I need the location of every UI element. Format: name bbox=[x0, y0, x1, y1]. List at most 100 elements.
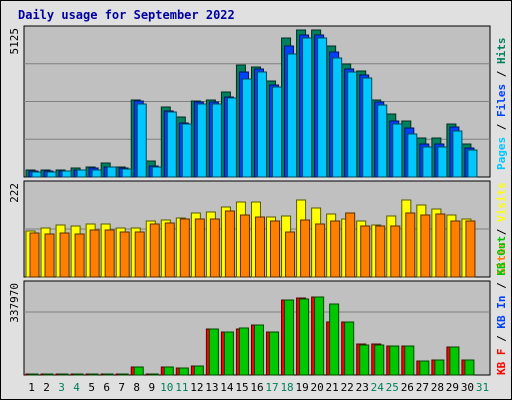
bar-pages-day-21 bbox=[332, 57, 343, 178]
legend-entry: In bbox=[495, 296, 508, 316]
x-tick-label-day-1: 1 bbox=[28, 381, 35, 394]
bar-kb-in-day-24 bbox=[374, 344, 385, 376]
bar-pages-day-19 bbox=[302, 37, 313, 178]
bar-kb-in-day-1 bbox=[28, 373, 39, 376]
bar-pages-day-6 bbox=[106, 166, 117, 178]
bar-pages-day-5 bbox=[91, 169, 102, 178]
bar-pages-day-22 bbox=[347, 71, 358, 178]
x-tick-label-day-17: 17 bbox=[265, 381, 278, 394]
x-tick-label-day-6: 6 bbox=[103, 381, 110, 394]
bar-pages-day-3 bbox=[61, 170, 72, 178]
x-tick-label-day-29: 29 bbox=[446, 381, 459, 394]
bar-pages-day-25 bbox=[392, 123, 403, 178]
bar-kb-in-day-29 bbox=[449, 346, 460, 376]
x-tick-label-day-2: 2 bbox=[43, 381, 50, 394]
x-tick-label-day-18: 18 bbox=[280, 381, 293, 394]
bar-sites-day-20 bbox=[315, 223, 326, 278]
bar-kb-in-day-26 bbox=[404, 345, 415, 376]
bar-pages-day-1 bbox=[31, 171, 42, 178]
x-tick-label-day-22: 22 bbox=[341, 381, 354, 394]
bar-sites-day-6 bbox=[104, 229, 115, 278]
x-tick-label-day-8: 8 bbox=[133, 381, 140, 394]
legend-entry: / bbox=[495, 123, 508, 137]
legend-entry: Visits bbox=[495, 182, 508, 228]
bar-kb-in-day-15 bbox=[238, 327, 249, 376]
bar-sites-day-18 bbox=[285, 231, 296, 278]
bar-sites-day-17 bbox=[270, 220, 281, 278]
bar-sites-day-23 bbox=[360, 225, 371, 278]
panel-3-scale-label: 337970 bbox=[8, 283, 21, 323]
bar-sites-day-1 bbox=[29, 232, 40, 278]
bar-pages-day-8 bbox=[136, 103, 147, 178]
bar-sites-day-13 bbox=[209, 218, 220, 278]
bar-pages-day-14 bbox=[226, 97, 237, 178]
bar-sites-day-19 bbox=[300, 219, 311, 278]
x-tick-label-day-25: 25 bbox=[386, 381, 399, 394]
legend-entry: KB bbox=[495, 315, 508, 335]
bar-kb-in-day-20 bbox=[314, 296, 325, 376]
bar-sites-day-14 bbox=[224, 210, 235, 278]
bar-kb-in-day-23 bbox=[359, 344, 370, 376]
bar-kb-in-day-8 bbox=[133, 366, 144, 376]
bar-sites-day-4 bbox=[74, 233, 85, 278]
legend-entry: / bbox=[495, 282, 508, 296]
bar-pages-day-16 bbox=[256, 71, 267, 178]
bar-sites-day-25 bbox=[390, 225, 401, 278]
bar-sites-day-30 bbox=[465, 220, 476, 278]
bar-kb-in-day-6 bbox=[103, 373, 114, 376]
bar-pages-day-7 bbox=[121, 168, 132, 178]
bar-pages-day-24 bbox=[377, 104, 388, 178]
x-tick-label-day-15: 15 bbox=[235, 381, 248, 394]
x-tick-label-day-28: 28 bbox=[431, 381, 444, 394]
legend-entry: F bbox=[495, 349, 508, 362]
bar-sites-day-3 bbox=[59, 232, 70, 278]
x-tick-label-day-24: 24 bbox=[371, 381, 385, 394]
bar-kb-in-day-22 bbox=[344, 321, 355, 376]
bar-pages-day-27 bbox=[422, 146, 433, 178]
panel-2-scale-label: 222 bbox=[8, 183, 21, 203]
bar-pages-day-28 bbox=[437, 146, 448, 178]
bar-pages-day-12 bbox=[196, 103, 207, 178]
legend-entry: / bbox=[495, 335, 508, 349]
legend-entry: / bbox=[495, 228, 508, 242]
bar-sites-day-29 bbox=[450, 220, 461, 278]
legend-entry: Sites bbox=[495, 242, 508, 275]
x-tick-label-day-10: 10 bbox=[160, 381, 173, 394]
legend-entry: Hits bbox=[495, 38, 508, 71]
bar-pages-day-29 bbox=[452, 130, 463, 178]
bar-sites-day-10 bbox=[164, 222, 175, 278]
bar-sites-day-28 bbox=[435, 213, 446, 278]
x-tick-label-day-27: 27 bbox=[416, 381, 429, 394]
x-tick-label-day-3: 3 bbox=[58, 381, 65, 394]
bar-kb-in-day-28 bbox=[434, 359, 445, 376]
bar-kb-in-day-9 bbox=[148, 373, 159, 376]
bar-kb-in-day-3 bbox=[58, 373, 69, 376]
bar-kb-in-day-5 bbox=[88, 373, 99, 376]
bar-sites-day-24 bbox=[375, 225, 386, 278]
bar-pages-day-15 bbox=[241, 78, 252, 178]
bar-kb-in-day-21 bbox=[329, 303, 340, 376]
bar-kb-in-day-30 bbox=[464, 359, 475, 376]
bar-kb-in-day-7 bbox=[118, 373, 129, 376]
bar-kb-in-day-11 bbox=[178, 367, 189, 376]
legend-entry: / bbox=[495, 70, 508, 84]
x-tick-label-day-13: 13 bbox=[205, 381, 218, 394]
bar-sites-day-9 bbox=[149, 223, 160, 278]
bar-sites-day-11 bbox=[179, 218, 190, 278]
bar-sites-day-22 bbox=[345, 212, 356, 278]
panel-1-scale-label: 5125 bbox=[8, 28, 21, 55]
bar-pages-day-26 bbox=[407, 133, 418, 178]
bar-kb-in-day-25 bbox=[389, 345, 400, 376]
bar-kb-in-day-17 bbox=[269, 331, 280, 376]
bar-kb-in-day-19 bbox=[299, 298, 310, 376]
legend-entry: KB bbox=[495, 262, 508, 282]
bar-sites-day-15 bbox=[239, 214, 250, 278]
x-tick-label-day-4: 4 bbox=[73, 381, 80, 394]
x-tick-label-day-31: 31 bbox=[476, 381, 489, 394]
bar-sites-day-26 bbox=[405, 212, 416, 278]
x-tick-label-day-12: 12 bbox=[190, 381, 203, 394]
x-tick-label-day-16: 16 bbox=[250, 381, 263, 394]
bar-sites-day-8 bbox=[134, 231, 145, 278]
bar-pages-day-20 bbox=[317, 37, 328, 178]
